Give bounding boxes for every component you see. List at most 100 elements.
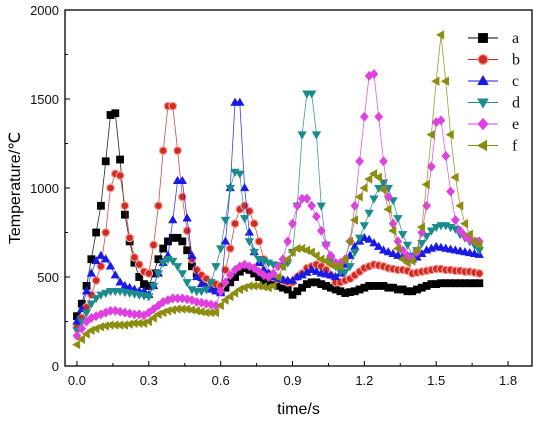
data-point-c [182, 213, 192, 222]
series-d [72, 90, 484, 336]
data-point-e [359, 111, 369, 122]
data-point-e [302, 193, 312, 204]
legend-marker-e [477, 117, 489, 131]
x-tick-label: 0.0 [68, 373, 86, 388]
data-point-f [215, 300, 224, 311]
legend-item-d: d [468, 95, 520, 112]
data-point-a [97, 201, 105, 210]
data-point-d [244, 238, 255, 247]
data-point-f [76, 334, 85, 344]
legend-label: a [512, 30, 519, 47]
data-point-f [416, 222, 426, 232]
data-point-a [101, 157, 110, 166]
data-point-f [287, 247, 296, 257]
data-point-d [350, 248, 360, 258]
data-point-f [450, 172, 459, 182]
data-point-b [154, 201, 163, 211]
data-point-f [397, 254, 406, 264]
data-point-d [168, 257, 178, 266]
data-point-f [225, 291, 234, 302]
data-point-c [120, 280, 130, 290]
legend-item-f: f [468, 138, 518, 155]
data-point-a [178, 237, 187, 246]
data-point-f [359, 183, 368, 193]
data-point-f [72, 339, 81, 350]
data-point-e [77, 323, 87, 334]
data-point-c [364, 234, 374, 243]
data-point-f [426, 129, 435, 140]
data-point-c [220, 236, 231, 245]
series-line-f [76, 34, 480, 345]
data-point-f [230, 288, 239, 298]
axis-ticks: 0.0 0.3 0.6 0.9 1.2 1.5 1.8 0 500 1000 1500 2000 [30, 3, 517, 388]
data-point-f [445, 129, 454, 140]
data-point-d [196, 288, 207, 297]
data-point-f [440, 76, 449, 86]
series-e [72, 69, 484, 341]
data-point-b [249, 219, 259, 228]
data-point-e [316, 225, 326, 236]
data-point-f [460, 218, 469, 229]
data-point-d [421, 232, 432, 241]
legend-label: f [512, 138, 518, 155]
data-point-c [369, 238, 379, 247]
data-point-b [96, 261, 106, 271]
data-point-d [86, 300, 97, 309]
data-point-e [216, 286, 226, 297]
data-point-f [340, 254, 349, 264]
data-point-f [349, 215, 358, 225]
data-point-c [86, 268, 97, 277]
legend-marker-f [476, 139, 487, 152]
data-point-c [177, 175, 188, 185]
data-point-d [177, 270, 188, 279]
series-line-e [76, 73, 480, 336]
data-point-d [426, 227, 437, 236]
data-point-b [91, 276, 101, 285]
data-point-d [144, 293, 154, 302]
data-point-b [106, 183, 115, 193]
data-point-d [225, 184, 235, 193]
data-point-c [105, 261, 116, 270]
data-point-e [369, 69, 379, 80]
data-point-c [81, 286, 92, 295]
legend-marker-d [477, 98, 489, 109]
data-point-f [220, 295, 229, 305]
data-point-f [148, 313, 157, 323]
data-point-d [398, 231, 408, 240]
data-point-f [412, 245, 421, 255]
data-point-f [392, 243, 402, 254]
data-point-c [192, 272, 202, 281]
data-point-d [311, 131, 322, 140]
data-point-f [278, 261, 287, 271]
data-point-f [345, 236, 354, 247]
data-point-b [149, 240, 158, 250]
data-point-f [383, 204, 392, 215]
data-point-d [364, 209, 374, 218]
data-point-e [312, 211, 321, 222]
data-point-f [311, 250, 320, 261]
data-point-d [431, 223, 441, 233]
data-point-e [292, 200, 302, 211]
data-point-d [220, 216, 231, 225]
data-point-e [374, 111, 384, 122]
data-point-b [173, 146, 182, 155]
data-point-f [335, 261, 344, 271]
legend-item-b: b [468, 52, 520, 69]
legend-label: e [512, 116, 519, 133]
data-point-b [134, 260, 144, 269]
data-point-f [421, 179, 430, 190]
data-point-d [153, 270, 164, 279]
data-point-f [373, 172, 382, 182]
data-point-d [211, 263, 221, 272]
data-point-f [388, 226, 397, 236]
data-point-d [201, 286, 211, 295]
data-point-c [388, 248, 398, 258]
data-point-b [125, 233, 135, 243]
x-tick-label: 1.8 [499, 373, 517, 388]
data-point-e [283, 236, 293, 247]
data-point-c [378, 245, 389, 254]
data-point-d [158, 259, 168, 268]
data-point-e [441, 151, 451, 161]
data-point-e [321, 240, 331, 250]
